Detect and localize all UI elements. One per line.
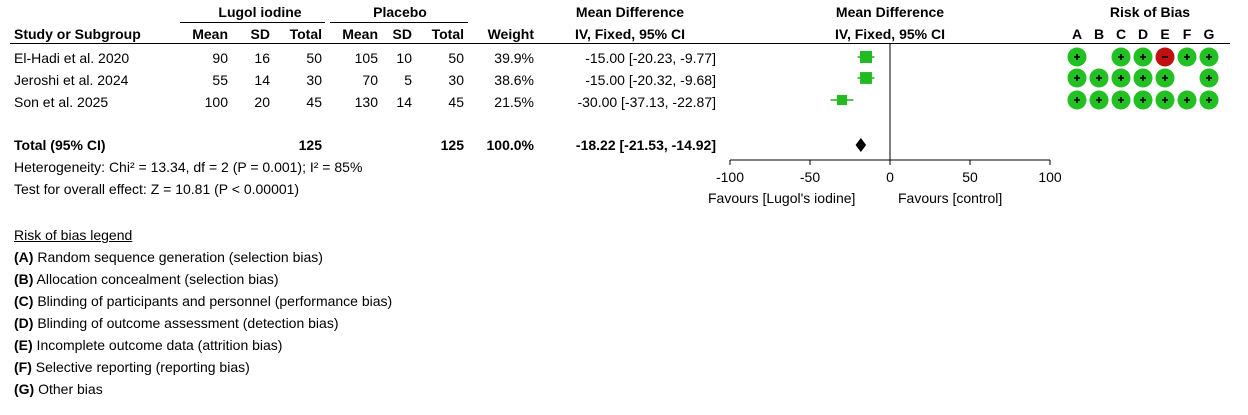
legend-item: (B) Allocation concealment (selection bi…	[14, 271, 279, 287]
total2: 30	[448, 72, 464, 88]
mean2: 70	[362, 72, 378, 88]
weight: 39.9%	[494, 50, 534, 66]
col-weight: Weight	[487, 26, 534, 42]
total-ci: -18.22 [-21.53, -14.92]	[575, 137, 716, 153]
group1-underline	[180, 22, 325, 23]
plot-method: IV, Fixed, 95% CI	[835, 26, 945, 42]
study-marker	[860, 51, 872, 63]
x-tick-label: -100	[716, 169, 744, 185]
col-sd2: SD	[392, 26, 412, 42]
mean2: 130	[354, 94, 378, 110]
legend-text: Other bias	[34, 381, 103, 397]
favours-right-label: Favours [control]	[898, 190, 1003, 206]
x-tick-label: -50	[800, 169, 820, 185]
sd2: 14	[396, 94, 412, 110]
weight: 21.5%	[494, 94, 534, 110]
rob-letter: A	[1071, 26, 1083, 42]
total1: 30	[306, 72, 322, 88]
legend-item: (C) Blinding of participants and personn…	[14, 293, 392, 309]
effect-ci: -15.00 [-20.32, -9.68]	[585, 72, 716, 88]
legend-item: (G) Other bias	[14, 381, 103, 397]
rob-letter: E	[1160, 26, 1170, 42]
legend-item: (E) Incomplete outcome data (attrition b…	[14, 337, 282, 353]
total2: 50	[448, 50, 464, 66]
legend-text: Blinding of outcome assessment (detectio…	[33, 315, 339, 331]
legend-text: Random sequence generation (selection bi…	[33, 249, 323, 265]
group2-underline	[330, 22, 468, 23]
group-experimental-header: Lugol iodine	[218, 4, 302, 20]
effect-ci: -30.00 [-37.13, -22.87]	[577, 94, 716, 110]
total-label: Total (95% CI)	[14, 137, 106, 153]
weight: 38.6%	[494, 72, 534, 88]
rob-letter: G	[1203, 26, 1215, 42]
col-sd1: SD	[250, 26, 270, 42]
x-tick-label: 0	[886, 169, 894, 185]
rob-title: Risk of Bias	[1109, 4, 1191, 20]
legend-item: (D) Blinding of outcome assessment (dete…	[14, 315, 338, 331]
total1: 45	[306, 94, 322, 110]
legend-text: Blinding of participants and personnel (…	[33, 293, 393, 309]
legend-key: (C)	[14, 293, 34, 309]
study-name: El-Hadi et al. 2020	[14, 50, 130, 66]
legend-key: (B)	[14, 271, 34, 287]
legend-text: Incomplete outcome data (attrition bias)	[32, 337, 283, 353]
rob-letter: F	[1182, 26, 1192, 42]
effect-title: Mean Difference	[575, 4, 685, 20]
total1: 125	[298, 137, 322, 153]
legend-text: Allocation concealment (selection bias)	[33, 271, 279, 287]
favours-left-label: Favours [Lugol's iodine]	[708, 190, 856, 206]
sd1: 14	[254, 72, 270, 88]
sd2: 10	[396, 50, 412, 66]
legend-key: (A)	[14, 249, 34, 265]
legend-key: (E)	[14, 337, 33, 353]
legend-key: (D)	[14, 315, 34, 331]
study-marker	[860, 72, 872, 84]
legend-text: Selective reporting (reporting bias)	[31, 359, 250, 375]
effect-method: IV, Fixed, 95% CI	[575, 26, 685, 42]
legend-title: Risk of bias legend	[14, 227, 133, 243]
col-mean2: Mean	[342, 26, 378, 42]
rob-letter: B	[1093, 26, 1105, 42]
pooled-diamond	[855, 138, 867, 152]
col-mean1: Mean	[192, 26, 228, 42]
mean2: 105	[354, 50, 378, 66]
x-tick-label: 50	[962, 169, 978, 185]
total2: 125	[440, 137, 464, 153]
mean1: 90	[212, 50, 228, 66]
effect-ci: -15.00 [-20.23, -9.77]	[585, 50, 716, 66]
legend-key: (F)	[14, 359, 32, 375]
study-name: Jeroshi et al. 2024	[14, 72, 129, 88]
rob-letter: D	[1137, 26, 1149, 42]
x-tick-label: 100	[1038, 169, 1062, 185]
mean1: 100	[204, 94, 228, 110]
total-weight: 100.0%	[486, 137, 534, 153]
sd2: 5	[404, 72, 412, 88]
study-name: Son et al. 2025	[14, 94, 109, 110]
plot-title: Mean Difference	[835, 4, 945, 20]
col-study: Study or Subgroup	[14, 26, 141, 42]
legend-key: (G)	[14, 381, 35, 397]
study-marker	[836, 94, 848, 106]
col-total1: Total	[289, 26, 322, 42]
legend-item: (F) Selective reporting (reporting bias)	[14, 359, 250, 375]
overall-effect: Test for overall effect: Z = 10.81 (P < …	[14, 181, 300, 197]
total2: 45	[448, 94, 464, 110]
legend-item: (A) Random sequence generation (selectio…	[14, 249, 323, 265]
total1: 50	[306, 50, 322, 66]
sd1: 16	[254, 50, 270, 66]
col-total2: Total	[431, 26, 464, 42]
heterogeneity: Heterogeneity: Chi² = 13.34, df = 2 (P =…	[14, 159, 363, 175]
mean1: 55	[212, 72, 228, 88]
header-divider	[10, 43, 1230, 44]
sd1: 20	[254, 94, 270, 110]
group-control-header: Placebo	[373, 4, 427, 20]
rob-letter: C	[1115, 26, 1127, 42]
